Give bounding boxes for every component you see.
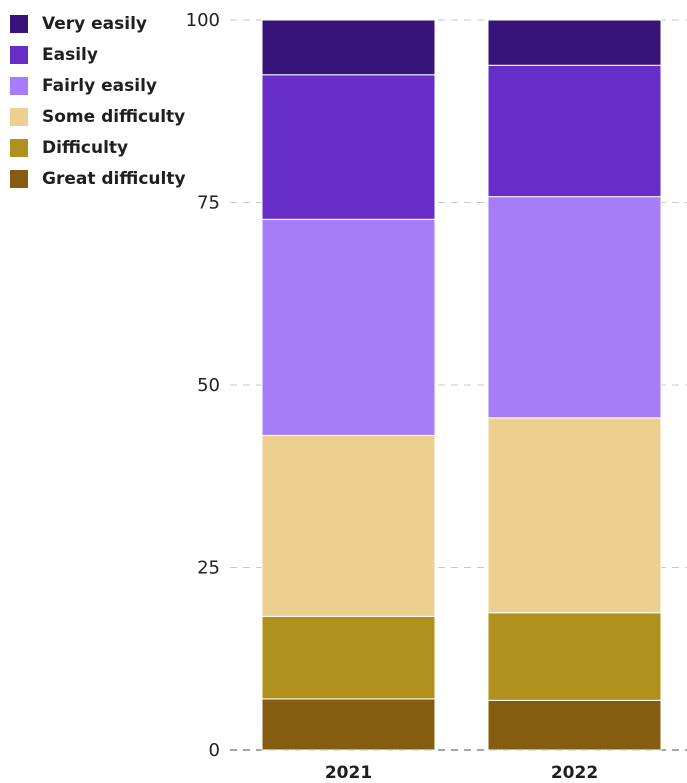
legend-swatch bbox=[10, 45, 28, 64]
legend-label: Difficulty bbox=[42, 137, 129, 158]
bar-segment-2022-very-easily bbox=[487, 19, 662, 66]
bar-segment-2021-very-easily bbox=[261, 19, 436, 76]
legend-item: Great difficulty bbox=[10, 163, 186, 194]
legend-item: Fairly easily bbox=[10, 70, 186, 101]
bar-segment-2022-some-difficulty bbox=[487, 417, 662, 614]
y-tick-label-100: 100 bbox=[186, 10, 220, 31]
y-axis-ticks: 0 25 50 75 100 bbox=[186, 10, 220, 761]
bar-segment-2021-some-difficulty bbox=[261, 434, 436, 617]
legend-swatch bbox=[10, 76, 28, 95]
legend-label: Some difficulty bbox=[42, 106, 186, 127]
legend: Very easily Easily Fairly easily Some diffi… bbox=[10, 8, 186, 194]
legend-item: Difficulty bbox=[10, 132, 186, 163]
bar-segment-2021-difficulty bbox=[261, 615, 436, 700]
legend-label: Great difficulty bbox=[42, 168, 186, 189]
y-tick-label-50: 50 bbox=[197, 375, 220, 396]
bar-segment-2022-great-difficulty bbox=[487, 699, 662, 751]
legend-label: Very easily bbox=[42, 13, 147, 34]
legend-item: Very easily bbox=[10, 8, 186, 39]
y-tick-label-25: 25 bbox=[197, 558, 220, 579]
bar-segment-2022-fairly-easily bbox=[487, 196, 662, 419]
bar-segment-2021-easily bbox=[261, 74, 436, 220]
bar-segment-2022-difficulty bbox=[487, 612, 662, 701]
legend-swatch bbox=[10, 169, 28, 188]
legend-label: Easily bbox=[42, 44, 98, 65]
bar-segment-2021-great-difficulty bbox=[261, 698, 436, 751]
legend-swatch bbox=[10, 107, 28, 126]
legend-swatch bbox=[10, 138, 28, 157]
legend-label: Fairly easily bbox=[42, 75, 157, 96]
x-tick-label-2022: 2022 bbox=[551, 763, 598, 783]
x-axis-ticks: 2021 2022 bbox=[325, 763, 598, 783]
bar-segment-2021-fairly-easily bbox=[261, 218, 436, 436]
legend-item: Easily bbox=[10, 39, 186, 70]
legend-item: Some difficulty bbox=[10, 101, 186, 132]
legend-swatch bbox=[10, 14, 28, 33]
y-tick-label-75: 75 bbox=[197, 193, 220, 214]
bars bbox=[261, 19, 662, 751]
y-tick-label-0: 0 bbox=[209, 740, 220, 761]
bar-segment-2022-easily bbox=[487, 64, 662, 198]
x-tick-label-2021: 2021 bbox=[325, 763, 372, 783]
